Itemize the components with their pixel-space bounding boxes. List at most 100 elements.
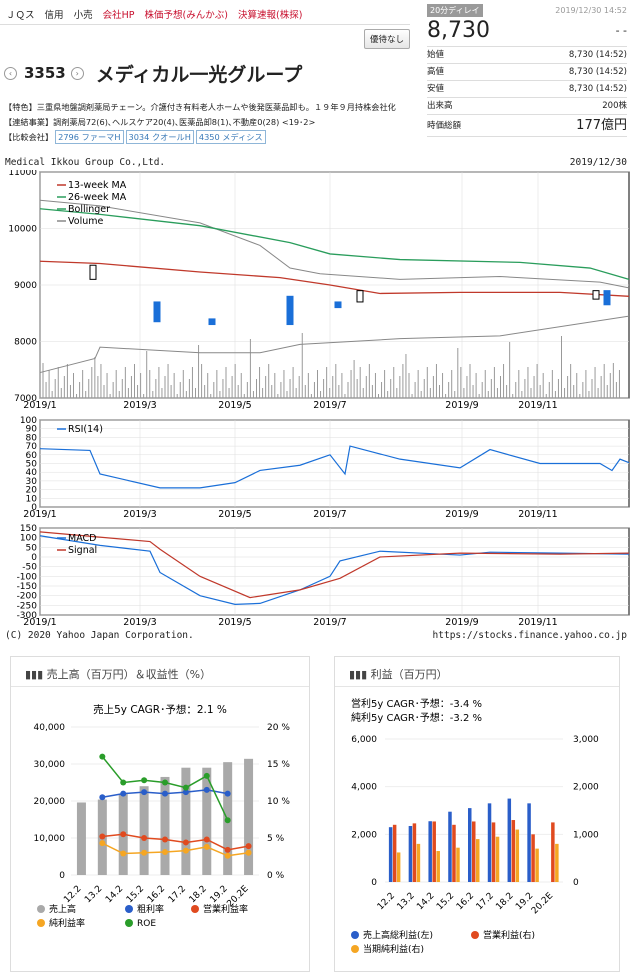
sales-bar [181, 767, 191, 875]
data-point [120, 850, 127, 857]
copyright: (C) 2020 Yahoo Japan Corporation. [5, 630, 194, 641]
title-row: ‹ 3353 › メディカル一光グループ [4, 58, 302, 88]
legend-dot [125, 905, 133, 913]
profit-bar [408, 825, 413, 882]
y-tick-label: 2,000 [351, 830, 377, 840]
panel-title-text: 利益（百万円） [370, 668, 448, 681]
compare-link[interactable]: 4350 メディシス [195, 130, 266, 144]
y-tick-label: 10 [26, 494, 38, 504]
y-tick-label: -200 [17, 592, 38, 602]
quote-label: 時価総額 [427, 121, 462, 131]
x-tick-label: 2019/9 [445, 509, 478, 520]
legend-label: 営業利益(右) [483, 929, 535, 941]
legend-label: 26-week MA [68, 192, 127, 203]
profit-bar [491, 822, 496, 882]
legend-dot [37, 905, 45, 913]
quote-value: 8,730 (14:52) [568, 67, 627, 77]
x-tick-label: 12.2 [62, 884, 83, 905]
quote-panel: 20分ディレイ 2019/12/30 14:52 8,730 - - 始値 8,7… [427, 4, 627, 137]
x-tick-label: 20.2E [530, 891, 555, 916]
forecast-link[interactable]: 株価予想(みんかぶ) [144, 10, 228, 21]
data-point [120, 831, 127, 838]
x-tick-label: 13.2 [396, 891, 417, 912]
favorite-button[interactable]: 優待なし [364, 29, 411, 49]
source-url[interactable]: https://stocks.finance.yahoo.co.jp [432, 630, 627, 641]
legend-label: 純利益率 [49, 917, 85, 929]
company-hp-link[interactable]: 会社HP [102, 10, 135, 21]
x-tick-label: 17.2 [167, 884, 188, 905]
x-tick-label: 2019/5 [218, 617, 251, 628]
data-point [182, 789, 189, 796]
x-tick-label: 2019/7 [313, 400, 346, 411]
quote-label: 高値 [427, 67, 445, 77]
x-tick-label: 2019/1 [23, 509, 56, 520]
y-tick-label-right: 10 % [267, 797, 290, 807]
candle [208, 318, 216, 326]
prev-icon[interactable]: ‹ [4, 66, 17, 80]
x-tick-label: 16.2 [455, 891, 476, 912]
profit-bar [392, 824, 397, 882]
legend-label: ROE [137, 919, 156, 929]
data-point [162, 836, 168, 843]
candle [592, 290, 600, 300]
y-tick-label-right: 5 % [267, 834, 285, 844]
legend-label: 粗利率 [137, 903, 164, 915]
profit-bar [452, 824, 456, 882]
business-text: 【連結事業】調剤薬局72(6)､ヘルスケア20(4)､医薬品卸8(1)､不動産0… [4, 117, 316, 127]
sector-label: 小売 [73, 10, 93, 21]
data-point [141, 835, 148, 841]
x-tick-label: 17.2 [475, 891, 496, 912]
data-point [203, 772, 210, 779]
y-tick-label: 0 [31, 503, 37, 513]
profit-bar [472, 821, 476, 882]
legend-label: Volume [68, 216, 103, 227]
data-point [182, 784, 189, 791]
chart-subtitle: 純利5y CAGR･予想：-3.2 % [351, 711, 482, 724]
legend-dot [37, 919, 45, 927]
sales-bar [160, 776, 170, 875]
quote-value: 200株 [602, 101, 627, 111]
quote-value: 8,730 (14:52) [568, 84, 627, 94]
x-tick-label: 2019/5 [218, 509, 251, 520]
data-point [182, 847, 189, 854]
data-point [141, 789, 148, 796]
legend-label: 売上高総利益(左) [363, 929, 433, 941]
market-cap-row: 時価総額 177億円 [427, 115, 627, 137]
y-tick-label: 8000 [14, 338, 37, 348]
sales-chart: 売上5y CAGR･予想：2.1 % 0 10,000 20,000 30,000 40,… [34, 703, 291, 929]
next-icon[interactable]: › [70, 66, 84, 80]
compare-link[interactable]: 3034 クオールH [125, 130, 194, 144]
profit-bar [515, 829, 520, 882]
y-tick-label-right: 1,000 [573, 830, 599, 840]
data-point [224, 846, 231, 853]
x-tick-label: 2019/9 [445, 617, 478, 628]
data-point [162, 790, 168, 797]
candle [153, 301, 161, 323]
data-point [245, 843, 252, 850]
legend-dot [191, 905, 199, 913]
delay-badge: 20分ディレイ [427, 4, 483, 17]
compare-label: 【比較会社】 [4, 132, 54, 142]
ratio-line [102, 842, 249, 857]
profit-bar [511, 820, 516, 882]
compare-link[interactable]: 2796 ファーマH [55, 130, 124, 144]
bollinger-upper-line [39, 199, 630, 289]
y-tick-label: 40,000 [34, 723, 66, 733]
x-tick-label: 2019/7 [313, 617, 346, 628]
legend-label: 売上高 [49, 903, 76, 915]
y-tick-label: 6,000 [351, 735, 377, 745]
legend-label: 営業利益率 [203, 903, 248, 915]
profit-chart: 営利5y CAGR･予想：-3.4 %純利5y CAGR･予想：-3.2 % 0 2… [351, 697, 599, 955]
top-nav: ＪＱス 信用 小売 会社HP 株価予想(みんかぶ) 決算速報(株探) [6, 7, 309, 21]
x-tick-label: 2019/1 [23, 617, 56, 628]
profit-bar [436, 851, 440, 882]
profit-bar [507, 798, 512, 882]
data-point [99, 794, 106, 801]
legend-dot [471, 931, 479, 939]
legend-label: RSI(14) [68, 424, 103, 435]
y-tick-label: 100 [20, 534, 37, 544]
bollinger-lower-line [39, 315, 630, 374]
y-tick-label: 20,000 [34, 797, 66, 807]
earnings-link[interactable]: 決算速報(株探) [238, 10, 303, 21]
y-tick-label: 10000 [8, 225, 37, 235]
